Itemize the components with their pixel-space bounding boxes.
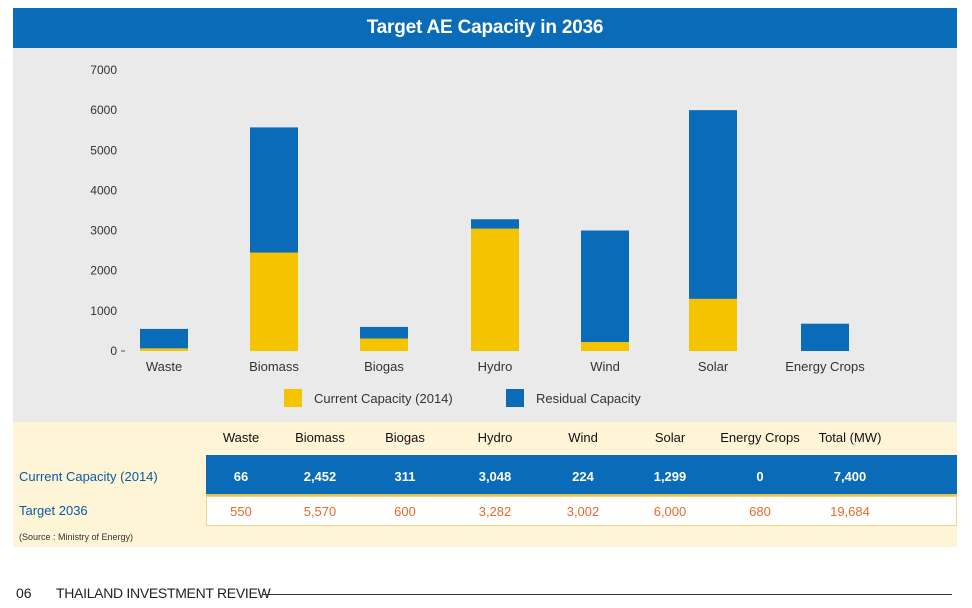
cell-current-hydro: 3,048	[478, 469, 512, 484]
y-tick-label: 1000	[90, 304, 117, 318]
table-header-biomass: Biomass	[295, 430, 345, 445]
x-tick-label: Biomass	[249, 359, 299, 374]
table-header-biogas: Biogas	[385, 430, 425, 445]
legend-swatch-current	[284, 389, 302, 407]
y-tick-label: 0	[110, 344, 117, 358]
y-tick-label: 2000	[90, 264, 117, 278]
table-header-total: Total (MW)	[818, 430, 882, 445]
table-row-label-target: Target 2036	[19, 503, 88, 518]
bar-residual-biogas	[360, 326, 408, 339]
table-row-target-bg	[206, 496, 957, 526]
bar-current-biogas	[360, 338, 408, 351]
cell-current-wind: 224	[572, 469, 594, 484]
x-tick-label: Wind	[590, 359, 620, 374]
cell-target-biogas: 600	[394, 504, 416, 519]
table-header-waste: Waste	[222, 430, 260, 445]
chart-panel: 0 1000 2000 3000 4000 5000 6000 7000 Waste Biomas…	[13, 48, 957, 422]
bar-residual-wind	[581, 230, 629, 343]
chart-title: Target AE Capacity in 2036	[13, 8, 957, 48]
table-header-wind: Wind	[568, 430, 598, 445]
source-note: (Source : Ministry of Energy)	[19, 532, 134, 542]
table-header-solar: Solar	[654, 430, 686, 445]
capacity-table: Waste Biomass Biogas Hydro Wind Solar En…	[13, 422, 957, 547]
x-tick-label: Biogas	[364, 359, 404, 374]
cell-target-biomass: 5,570	[303, 504, 337, 519]
cell-target-hydro: 3,282	[478, 504, 512, 519]
x-tick-label: Hydro	[478, 359, 513, 374]
bar-residual-waste	[140, 328, 188, 349]
legend-label-current: Current Capacity (2014)	[314, 391, 453, 406]
y-tick-label: 5000	[90, 143, 117, 157]
cell-current-biomass: 2,452	[303, 469, 337, 484]
table-header-hydro: Hydro	[477, 430, 513, 445]
bar-current-hydro	[471, 228, 519, 351]
x-tick-label: Energy Crops	[785, 359, 865, 374]
bar-current-wind	[581, 342, 629, 351]
footer-page-number: 06	[16, 585, 32, 601]
bar-current-solar	[689, 298, 737, 351]
table-header-energy-crops: Energy Crops	[720, 430, 800, 445]
cell-target-waste: 550	[230, 504, 252, 519]
cell-current-waste: 66	[233, 469, 249, 484]
cell-target-solar: 6,000	[653, 504, 687, 519]
x-tick-label: Waste	[146, 359, 182, 374]
bar-current-biomass	[250, 252, 298, 351]
y-tick-label: 6000	[90, 103, 117, 117]
cell-target-total: 19,684	[830, 504, 870, 519]
y-tick-label: 7000	[90, 63, 117, 77]
bar-current-waste	[140, 348, 188, 351]
legend-swatch-residual	[506, 389, 524, 407]
bar-residual-biomass	[250, 127, 298, 253]
bar-residual-energy-crops	[801, 323, 849, 351]
cell-target-energy-crops: 680	[749, 504, 771, 519]
footer-publication: THAILAND INVESTMENT REVIEW	[56, 585, 271, 601]
bar-residual-solar	[689, 110, 737, 299]
table-row-current-bg	[206, 455, 957, 496]
y-tick-label: 3000	[90, 224, 117, 238]
legend-label-residual: Residual Capacity	[536, 391, 641, 406]
cell-current-biogas: 311	[394, 469, 416, 484]
cell-target-wind: 3,002	[566, 504, 600, 519]
bar-residual-hydro	[471, 219, 519, 229]
x-tick-label: Solar	[698, 359, 729, 374]
chart-svg: 0 1000 2000 3000 4000 5000 6000 7000 Waste Biomas…	[90, 63, 865, 407]
table-row-label-current: Current Capacity (2014)	[19, 469, 158, 484]
footer-rule	[262, 594, 952, 595]
cell-current-energy-crops: 0	[756, 469, 764, 484]
cell-current-total: 7,400	[833, 469, 867, 484]
cell-current-solar: 1,299	[653, 469, 687, 484]
y-tick-label: 4000	[90, 183, 117, 197]
